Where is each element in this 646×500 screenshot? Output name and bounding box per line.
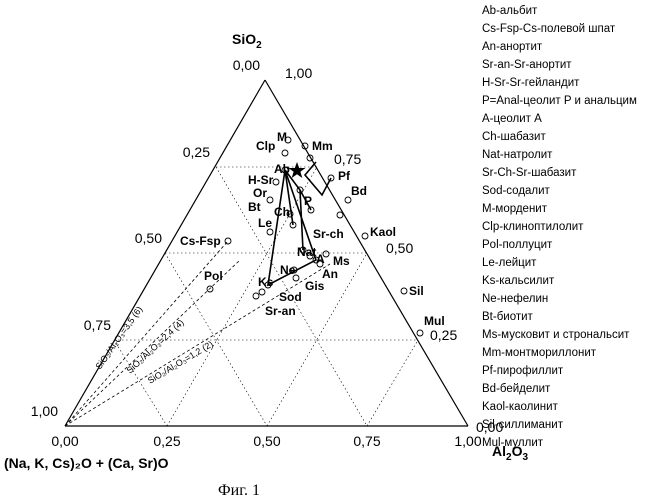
legend-item: Ab-альбит xyxy=(482,5,538,17)
label-Sod: Sod xyxy=(279,290,302,304)
point-Mul xyxy=(417,330,423,336)
point-Sod xyxy=(259,289,265,295)
legend-item: Ms-мусковит и стрональсит xyxy=(482,329,630,341)
right-tick-2: 0,50 xyxy=(386,240,413,256)
label-CsFsp: Cs-Fsp xyxy=(180,234,221,248)
label-HSr: H-Sr xyxy=(248,173,274,187)
albite-star xyxy=(289,162,306,178)
point-Or xyxy=(273,179,279,185)
legend-item: Sr-Ch-Sr-шабазит xyxy=(482,167,577,179)
left-tick-1: 0,25 xyxy=(183,144,210,160)
oxides-axis-title: (Na, K, Cs)₂O + (Ca, Sr)O xyxy=(4,455,169,471)
legend-item: Sod-содалит xyxy=(482,185,551,197)
point-Bd2 xyxy=(337,212,343,218)
bottom-tick-4: 1,00 xyxy=(454,433,481,449)
label-Sran: Sr-an xyxy=(265,304,296,318)
right-tick-3: 0,25 xyxy=(430,327,457,343)
legend-item: Le-лейцит xyxy=(482,257,537,269)
label-Bd: Bd xyxy=(351,184,367,198)
legend-item: Mm-монтмориллонит xyxy=(482,347,597,359)
label-Pf: Pf xyxy=(338,169,351,183)
legend-item: Mul-муллит xyxy=(482,437,544,449)
legend-item: Kaol-каолинит xyxy=(482,401,559,413)
label-An: An xyxy=(322,267,338,281)
label-Kaol: Kaol xyxy=(370,225,396,239)
label-A: A xyxy=(316,252,325,266)
point-Sran xyxy=(253,293,259,299)
right-tick-0: 1,00 xyxy=(285,65,312,81)
point-Clp xyxy=(282,150,288,156)
left-ticks: 0,00 0,25 0,50 0,75 1,00 xyxy=(31,57,260,419)
legend-item: Clp-клиноптилолит xyxy=(482,221,584,233)
legend-item: Bt-биотит xyxy=(482,311,534,323)
left-tick-0: 0,00 xyxy=(233,57,260,73)
label-Bt: Bt xyxy=(248,200,261,214)
legend-item: Bd-бейделит xyxy=(482,383,551,395)
legend-item: Pol-поллуцит xyxy=(482,239,553,251)
grid-lines xyxy=(114,167,418,426)
legend-item: Pf-пирофиллит xyxy=(482,365,564,377)
bottom-tick-0: 0,00 xyxy=(51,433,78,449)
label-Ms: Ms xyxy=(333,254,350,268)
sio2-axis-title: SiO2 xyxy=(232,31,262,51)
right-ticks: 1,00 0,75 0,50 0,25 0,00 xyxy=(285,65,503,435)
legend-item: Sr-an-Sr-анортит xyxy=(482,59,572,71)
label-Le: Le xyxy=(258,216,272,230)
label-Mm: Mm xyxy=(312,139,333,153)
label-P: P xyxy=(304,194,312,208)
left-tick-2: 0,50 xyxy=(135,230,162,246)
legend-item: Nat-натролит xyxy=(482,149,553,161)
bottom-ticks: 0,00 0,25 0,50 0,75 1,00 xyxy=(51,433,481,449)
legend-item: P=Anal-цеолит P и анальцим xyxy=(482,95,637,107)
bottom-tick-3: 0,75 xyxy=(353,433,380,449)
legend-item: Sil-силлиманит xyxy=(482,419,564,431)
label-M: M xyxy=(277,130,287,144)
legend-item: A-цеолит A xyxy=(482,113,542,125)
label-Clp: Clp xyxy=(256,139,275,153)
label-Sil: Sil xyxy=(409,284,424,298)
legend-item: M-морденит xyxy=(482,203,548,215)
legend-item: Ne-нефелин xyxy=(482,293,548,305)
right-tick-1: 0,75 xyxy=(334,151,361,167)
label-Gis: Gis xyxy=(305,279,325,293)
label-Ne: Ne xyxy=(280,263,296,277)
left-tick-3: 0,75 xyxy=(84,317,111,333)
point-CsFsp xyxy=(225,238,231,244)
point-Bt xyxy=(267,197,273,203)
label-Srch: Sr-ch xyxy=(313,227,344,241)
legend-item: H-Sr-Sr-гейландит xyxy=(482,77,580,89)
legend: Ab-альбит Cs-Fsp-Cs-полевой шпат An-анор… xyxy=(482,5,637,449)
legend-item: Ks-кальсилит xyxy=(482,275,555,287)
label-Mul: Mul xyxy=(424,314,445,328)
legend-item: An-анортит xyxy=(482,41,543,53)
label-Ch: Ch xyxy=(274,205,290,219)
figure-caption: Фиг. 1 xyxy=(218,482,260,499)
legend-item: Ch-шабазит xyxy=(482,131,546,143)
label-Nat: Nat xyxy=(297,245,316,259)
bottom-tick-2: 0,50 xyxy=(253,433,280,449)
label-Ks: Ks xyxy=(258,275,274,289)
legend-item: Cs-Fsp-Cs-полевой шпат xyxy=(482,23,616,35)
label-Pol: Pol xyxy=(204,269,223,283)
label-Or: Or xyxy=(253,186,267,200)
point-Kaol xyxy=(362,233,368,239)
left-tick-4: 1,00 xyxy=(31,403,58,419)
point-Sil xyxy=(401,288,407,294)
label-Ab: Ab xyxy=(274,162,290,176)
bottom-tick-1: 0,25 xyxy=(153,433,180,449)
